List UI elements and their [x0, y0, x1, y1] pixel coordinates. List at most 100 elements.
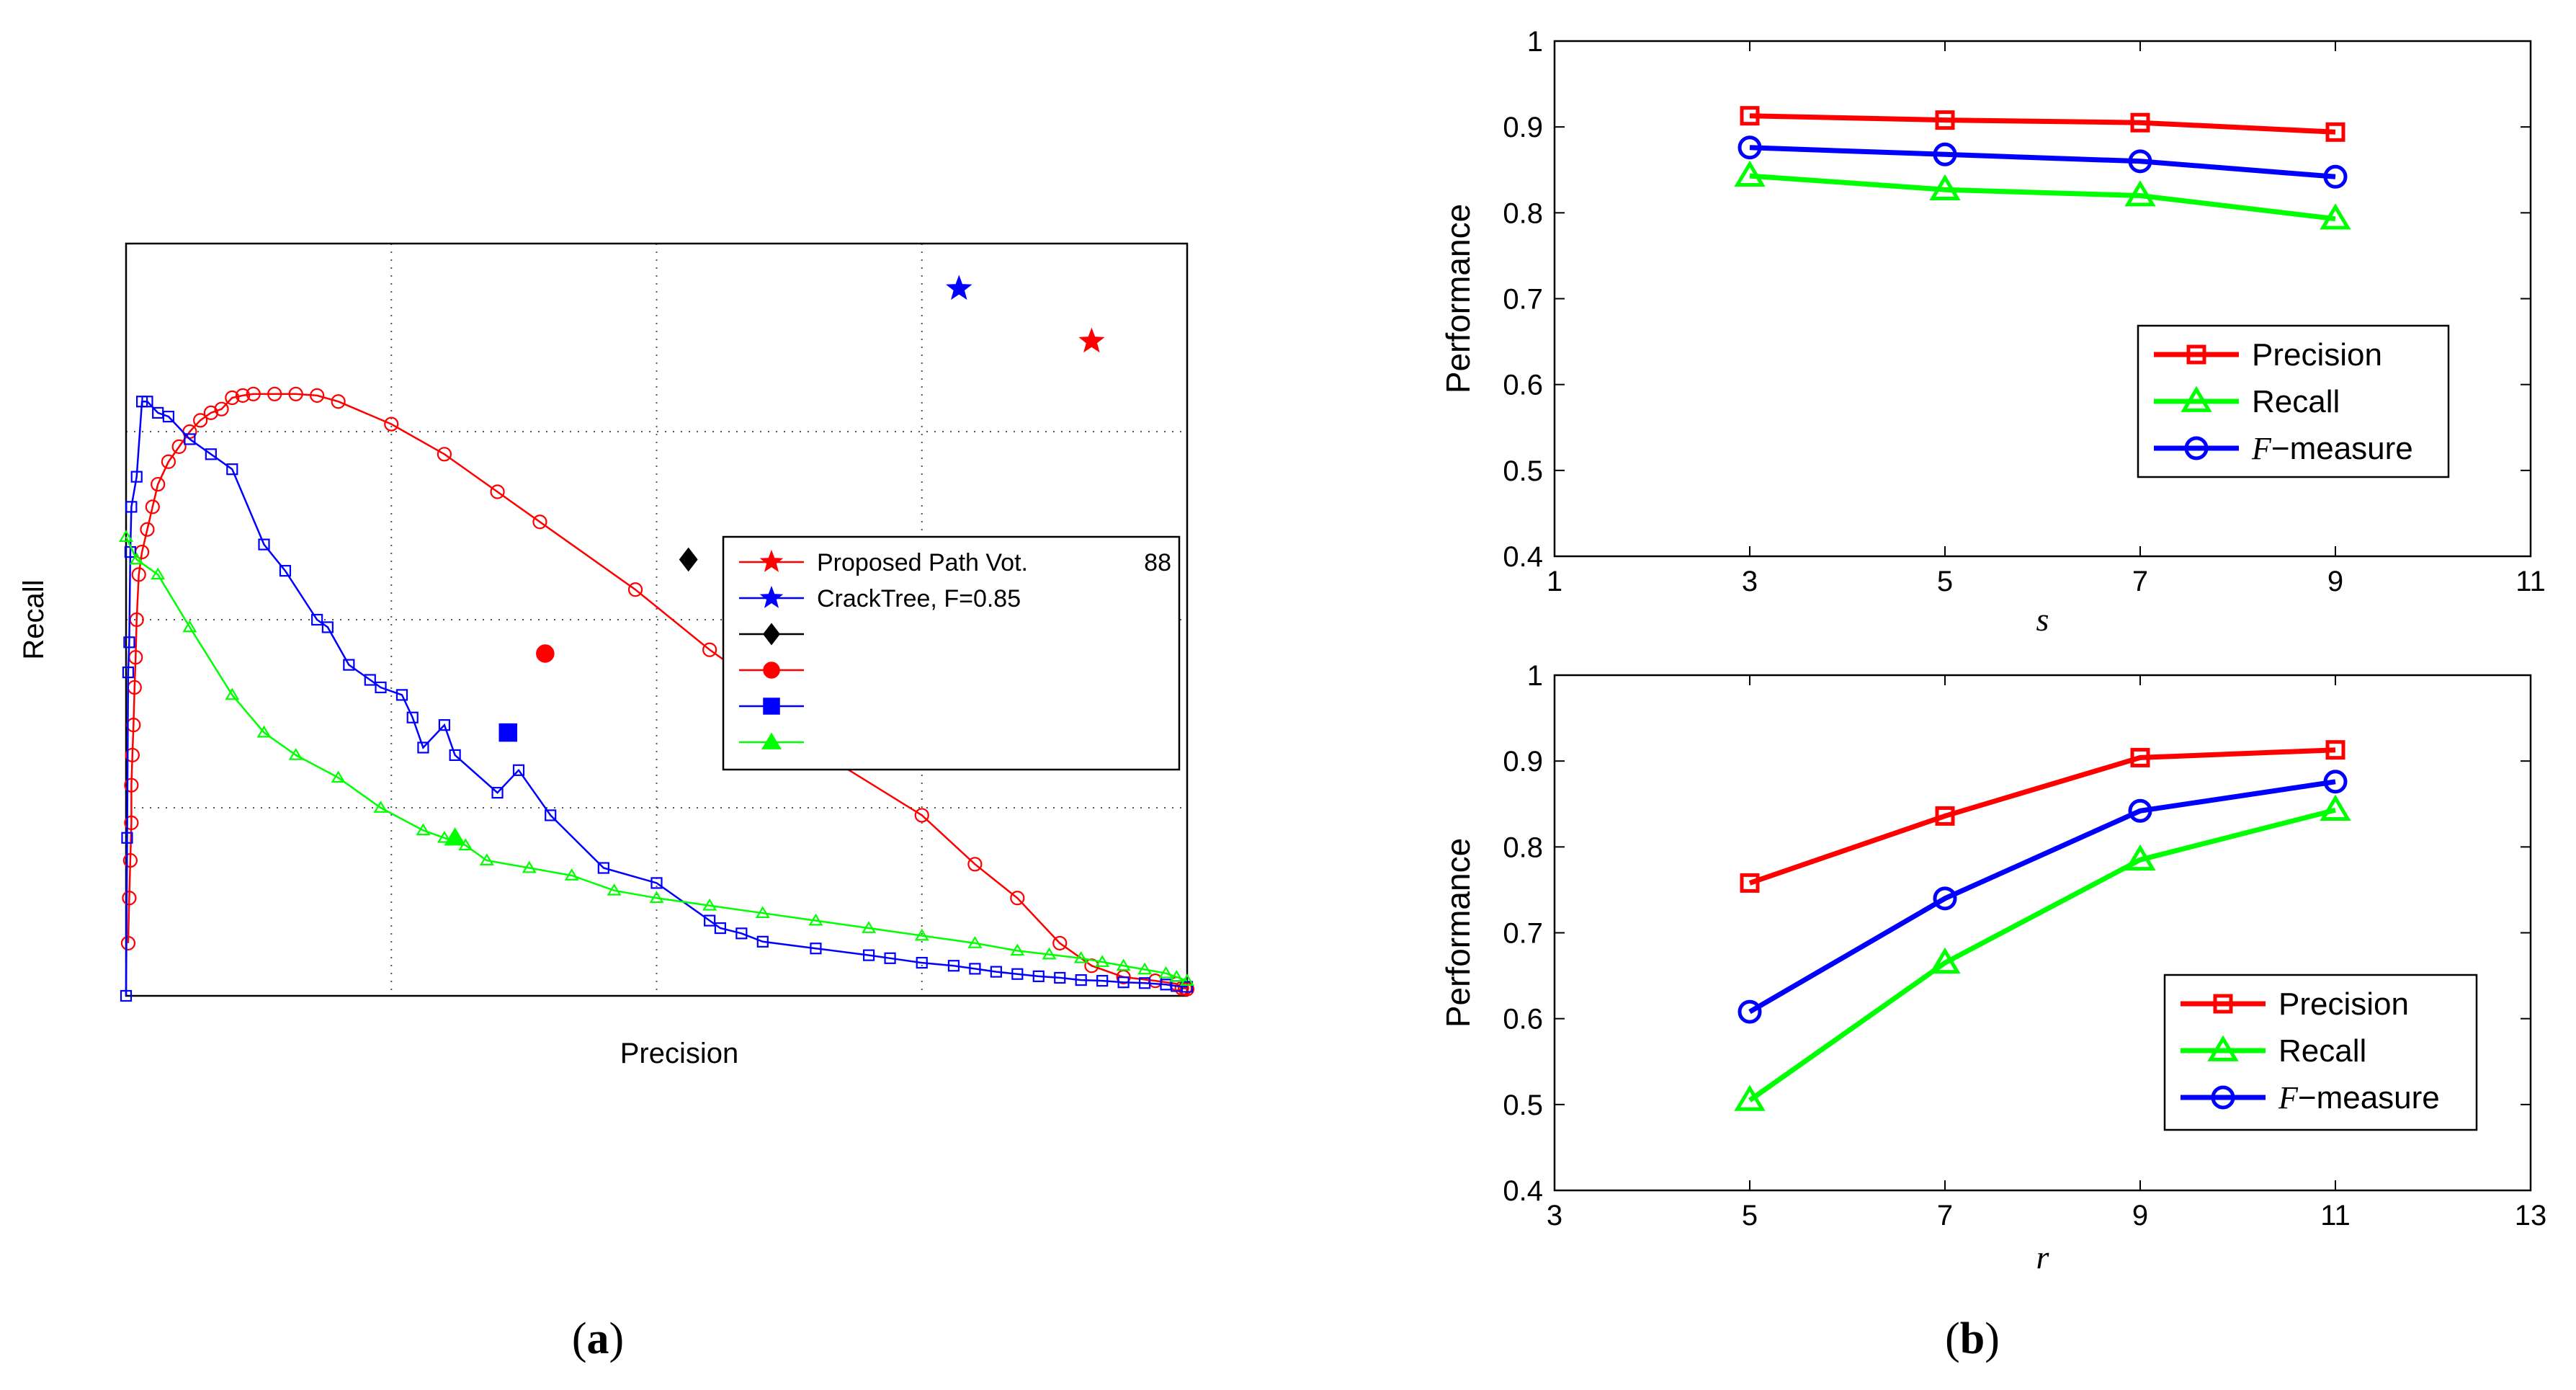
- data-point-2-20: [862, 921, 877, 933]
- data-point-0-32: [627, 582, 643, 597]
- data-point-0-14: [151, 476, 166, 492]
- data-point-2-5: [256, 725, 272, 738]
- data-point-2-19: [808, 913, 823, 926]
- data-point-2-1-2: [2124, 844, 2156, 871]
- caption-paren: (: [572, 1314, 587, 1363]
- legend-suffix-a-0: 88: [1144, 549, 1171, 576]
- series-line-0: [127, 393, 1188, 990]
- plot-frame-a: [125, 242, 1189, 997]
- legend-2: Precision Recall F−measure: [2163, 974, 2478, 1131]
- data-point-2-3: [182, 620, 197, 633]
- data-point-1-27: [512, 764, 525, 776]
- data-point-2-13: [522, 860, 537, 873]
- data-point-1-26: [491, 787, 504, 799]
- data-point-1-34: [756, 935, 769, 948]
- x-tick-label-1-5: 11: [2515, 566, 2546, 597]
- data-point-2-2-2: [2128, 798, 2152, 823]
- data-point-0-2: [122, 852, 138, 868]
- series-line-1-1: [1749, 173, 2336, 222]
- data-point-2-25: [1073, 950, 1088, 963]
- data-point-1-36: [862, 949, 875, 961]
- data-point-1-31: [704, 914, 716, 927]
- data-point-1-21: [395, 689, 408, 701]
- data-point-1-24: [438, 719, 451, 731]
- data-point-2-18: [755, 906, 770, 919]
- data-point-2-27: [1116, 958, 1131, 971]
- data-point-1-1: [121, 832, 133, 844]
- x-tick-label-2-5: 13: [2515, 1200, 2547, 1231]
- data-point-1-0-1: [1935, 110, 1955, 130]
- legend-marker-1-0: [2186, 344, 2206, 365]
- legend-label-2-1: Recall: [2278, 1033, 2366, 1069]
- panel-b-top: 1 3 5 7 9 11 0.4 0.5 0.6 0.7 0.8 0.9 1 s Performance Pr…: [1439, 26, 2546, 638]
- legend-label-rest: −measure: [2271, 431, 2413, 466]
- data-point-1-39: [947, 960, 960, 972]
- y-axis-label-2: Performance: [1439, 838, 1477, 1028]
- data-point-1-16: [311, 613, 323, 626]
- y-tick-label-2-1: 0.5: [1503, 1090, 1543, 1121]
- data-point-1-12: [205, 448, 217, 460]
- data-point-1-6: [130, 471, 143, 483]
- data-point-1-45: [1075, 974, 1087, 986]
- x-axis-label-a: Precision: [620, 1038, 739, 1069]
- data-point-1-2-2: [2128, 149, 2152, 174]
- y-tick-label-2-5: 0.9: [1503, 746, 1543, 778]
- data-point-0-38: [1010, 891, 1025, 906]
- data-point-0-30: [490, 484, 505, 499]
- data-point-2-1-0: [1734, 1084, 1766, 1111]
- y-tick-label-1-1: 0.5: [1503, 455, 1543, 487]
- data-point-1-20: [375, 681, 387, 694]
- data-point-2-26: [1095, 955, 1110, 967]
- data-point-0-5: [125, 747, 140, 763]
- data-point-0-19: [203, 405, 218, 421]
- caption-letter-b: b: [1960, 1314, 1985, 1363]
- data-point-0-39: [1052, 935, 1068, 951]
- data-point-0-22: [235, 388, 251, 403]
- data-point-1-1-0: [1734, 160, 1766, 187]
- operating-point-0: [1078, 327, 1105, 353]
- data-point-0-23: [246, 386, 261, 401]
- legend-marker-a-4: [763, 698, 780, 715]
- data-point-0-42: [1148, 974, 1163, 989]
- data-point-1-1-1: [1929, 174, 1961, 201]
- y-tick-label-2-3: 0.7: [1503, 918, 1543, 950]
- data-point-1-13: [226, 463, 238, 476]
- data-point-1-29: [597, 862, 609, 874]
- data-point-0-18: [193, 413, 208, 428]
- legend-marker-a-1: [759, 585, 784, 608]
- legend-marker-1-2: [2184, 436, 2209, 460]
- data-point-2-29: [1158, 966, 1173, 979]
- x-tick-label-2-4: 11: [2320, 1200, 2351, 1231]
- data-point-1-18: [343, 659, 355, 671]
- data-point-0-36: [914, 808, 929, 823]
- data-point-2-0-1: [1935, 806, 1955, 826]
- data-point-0-4: [124, 778, 139, 793]
- data-point-0-46: [1179, 981, 1195, 997]
- data-point-1-32: [714, 922, 726, 935]
- legend-marker-2-1: [2207, 1035, 2239, 1061]
- legend-label-2-0: Precision: [2278, 986, 2409, 1022]
- caption-a: (a): [572, 1314, 624, 1363]
- data-point-0-37: [967, 857, 983, 872]
- series-line-1-0: [1749, 113, 2336, 135]
- data-point-2-17: [702, 898, 717, 911]
- data-point-1-51: [1181, 981, 1194, 993]
- data-point-0-24: [267, 386, 282, 401]
- data-point-2-12: [479, 853, 494, 865]
- data-point-1-1-3: [2320, 203, 2351, 230]
- legend-marker-2-0: [2213, 994, 2233, 1014]
- data-point-0-27: [331, 394, 346, 409]
- data-point-1-15: [279, 565, 292, 577]
- legend-label-rest: −measure: [2298, 1080, 2440, 1115]
- data-point-0-25: [288, 386, 303, 401]
- data-point-2-2-0: [1738, 999, 1762, 1024]
- data-point-1-10: [162, 411, 175, 423]
- x-tick-label-1-4: 9: [2327, 566, 2343, 597]
- data-point-1-30: [650, 877, 663, 889]
- series-line-1-2: [1749, 145, 2336, 179]
- legend-marker-2-2: [2211, 1085, 2235, 1110]
- series-line-2-1: [1748, 807, 2336, 1102]
- legend-label-1-2: F−measure: [2251, 431, 2413, 466]
- y-tick-label-1-3: 0.7: [1503, 284, 1543, 316]
- data-point-1-5: [125, 501, 138, 513]
